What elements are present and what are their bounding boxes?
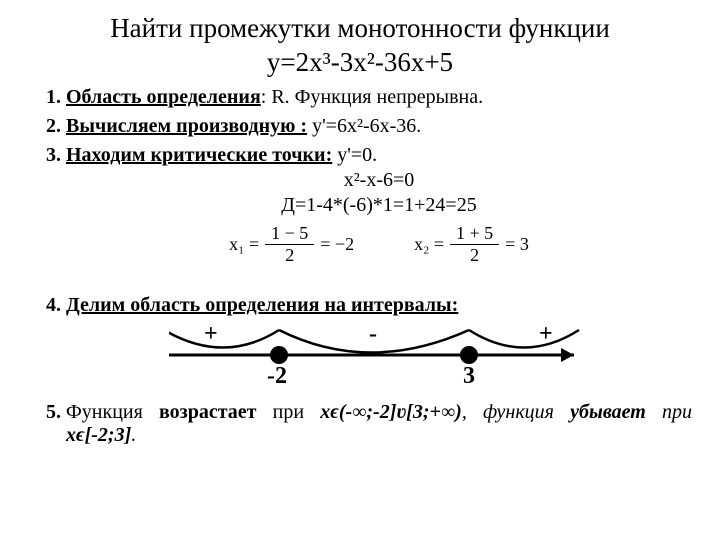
number-line-diagram: + - + -2 3 (169, 325, 589, 395)
x1-lhs: x₁ = (229, 234, 259, 255)
s5-int2: xϵ[-2;3] (66, 424, 131, 446)
step2-label: Вычисляем производную : (66, 115, 307, 137)
x1-num: 1 − 5 (265, 223, 314, 245)
diagram-svg (169, 325, 589, 395)
s5-period: . (131, 424, 136, 446)
s5-mid: при (256, 401, 320, 423)
s5-bold1: возрастает (159, 401, 256, 423)
s5-imid: при (646, 401, 692, 423)
x1-den: 2 (279, 245, 300, 266)
formula-row: x₁ = 1 − 5 2 = −2 x₂ = 1 + 5 2 = 3 (66, 223, 692, 266)
step3-label: Находим критические точки: (66, 144, 332, 166)
page-title: Найти промежутки монотонности функции y=… (28, 12, 692, 80)
s5-ipre: функция (483, 401, 570, 423)
step1-text: : R. Функция непрерывна. (261, 86, 483, 108)
sign-3: + (539, 321, 553, 348)
arc-1 (169, 330, 279, 348)
content: Область определения: R. Функция непрерыв… (28, 86, 692, 447)
step3-text: y'=0. (332, 144, 377, 166)
s5-int1: xϵ(-∞;-2]ʋ[3;+∞) (320, 401, 462, 423)
point-2-dot (460, 346, 478, 364)
sign-1: + (204, 321, 218, 348)
arrow-head-icon (561, 348, 574, 362)
arc-3 (469, 330, 579, 348)
step-5: Функция возрастает при xϵ(-∞;-2]ʋ[3;+∞),… (66, 401, 692, 447)
step2-text: y'=6x²-6x-36. (307, 115, 421, 137)
step3-eq1: x²-x-6=0 (66, 169, 692, 192)
step4-label: Делим область определения на интервалы: (66, 294, 458, 316)
x2-lhs: x₂ = (414, 234, 444, 255)
step1-label: Область определения (66, 86, 261, 108)
s5-bold2: убывает (570, 401, 646, 423)
x2-frac: 1 + 5 2 (450, 223, 499, 266)
x1-frac: 1 − 5 2 (265, 223, 314, 266)
x2-rhs: = 3 (505, 234, 529, 255)
point-2-label: 3 (463, 363, 475, 390)
s5-comma: , (462, 401, 483, 423)
step5-text: Функция возрастает при xϵ(-∞;-2]ʋ[3;+∞),… (66, 401, 692, 447)
step-4: Делим область определения на интервалы: … (66, 294, 692, 395)
title-line-2: y=2x³-3x²-36x+5 (267, 47, 453, 77)
sign-2: - (369, 321, 377, 348)
step-2: Вычисляем производную : y'=6x²-6x-36. (66, 115, 692, 138)
x1-rhs: = −2 (320, 234, 354, 255)
step-3: Находим критические точки: y'=0. x²-x-6=… (66, 144, 692, 266)
formula-x2: x₂ = 1 + 5 2 = 3 (414, 223, 529, 266)
step3-eq2: Д=1-4*(-6)*1=1+24=25 (66, 194, 692, 217)
point-1-dot (270, 346, 288, 364)
s5-pre: Функция (66, 401, 159, 423)
title-line-1: Найти промежутки монотонности функции (110, 13, 610, 43)
step-1: Область определения: R. Функция непрерыв… (66, 86, 692, 109)
formula-x1: x₁ = 1 − 5 2 = −2 (229, 223, 354, 266)
x2-den: 2 (464, 245, 485, 266)
x2-num: 1 + 5 (450, 223, 499, 245)
point-1-label: -2 (267, 363, 287, 390)
